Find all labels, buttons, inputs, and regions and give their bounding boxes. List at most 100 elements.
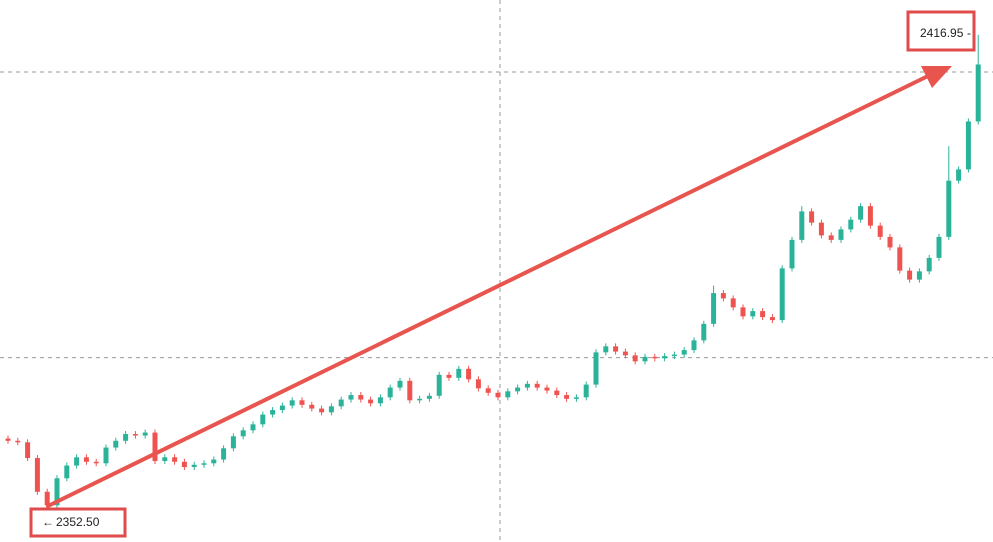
candle-body xyxy=(799,211,805,240)
candle-body xyxy=(838,229,844,240)
candle-body xyxy=(818,222,824,236)
candle-body xyxy=(328,406,334,413)
candle-body xyxy=(495,392,501,398)
candle-body xyxy=(260,414,266,425)
candle-body xyxy=(191,464,197,468)
candle-body xyxy=(250,424,256,431)
candle-body xyxy=(858,206,864,220)
candle-body xyxy=(387,387,393,398)
candle-body xyxy=(711,293,717,324)
candle-body xyxy=(407,380,413,401)
arrow-head xyxy=(921,66,952,88)
candle-body xyxy=(201,463,207,465)
candle-body xyxy=(789,239,795,269)
candle-body xyxy=(397,380,403,388)
candle-body xyxy=(622,351,628,356)
candle-body xyxy=(671,354,677,357)
candle-body xyxy=(975,64,981,122)
candle-body xyxy=(74,457,80,466)
candle-body xyxy=(309,404,315,409)
high-label: 2416.95 xyxy=(920,26,964,40)
candle-body xyxy=(701,323,707,341)
candle-body xyxy=(524,383,530,388)
candle-body xyxy=(162,457,168,462)
candle-body xyxy=(93,461,99,464)
candle-body xyxy=(877,225,883,237)
candle-body xyxy=(348,395,354,400)
candle-body xyxy=(181,461,187,468)
candle-body xyxy=(358,395,364,400)
high-label-box: 2416.95 - xyxy=(906,10,976,52)
candle-body xyxy=(965,121,971,170)
candle-body xyxy=(113,440,119,448)
candle-body xyxy=(534,383,540,388)
candle-body xyxy=(172,457,178,462)
candle-body xyxy=(583,384,589,398)
candle-body xyxy=(142,432,148,436)
candle-body xyxy=(544,387,550,391)
candles xyxy=(5,34,981,519)
candle-body xyxy=(417,398,423,401)
candle-body xyxy=(132,434,138,436)
candle-body xyxy=(221,448,227,460)
candle-body xyxy=(338,399,344,407)
label-arrow: ← xyxy=(42,515,54,529)
candle-body xyxy=(662,356,668,359)
candle-body xyxy=(5,438,11,441)
candle-body xyxy=(554,390,560,396)
candle-body xyxy=(740,307,746,317)
candle-body xyxy=(887,236,893,248)
candle-body xyxy=(848,219,854,230)
candle-body xyxy=(15,440,21,443)
candle-body xyxy=(152,432,158,462)
candle-body xyxy=(377,397,383,404)
candle-body xyxy=(946,180,952,237)
candle-body xyxy=(907,270,913,280)
candle-body xyxy=(760,311,766,318)
candle-body xyxy=(446,374,452,378)
candle-body xyxy=(593,352,599,385)
low-label: 2352.50 xyxy=(56,515,100,529)
candle-body xyxy=(867,206,873,226)
candle-body xyxy=(83,457,89,462)
candle-body xyxy=(730,298,736,308)
candle-body xyxy=(936,236,942,258)
candle-body xyxy=(652,356,658,359)
candle-body xyxy=(123,434,129,441)
candle-body xyxy=(691,340,697,351)
candle-body xyxy=(54,478,60,506)
candle-body xyxy=(515,387,521,392)
candle-body xyxy=(319,408,325,413)
candle-body xyxy=(456,368,462,378)
candle-body xyxy=(897,247,903,271)
candle-body xyxy=(289,400,295,406)
candle-body xyxy=(426,395,432,399)
candle-body xyxy=(270,410,276,415)
candle-body xyxy=(436,374,442,396)
candle-body xyxy=(466,368,472,380)
price-lines xyxy=(0,71,993,359)
candle-body xyxy=(573,397,579,399)
candle-body xyxy=(916,271,922,280)
candle-body xyxy=(926,257,932,272)
candle-body xyxy=(769,317,775,321)
candle-body xyxy=(779,268,785,321)
candle-body xyxy=(828,235,834,240)
candle-body xyxy=(279,405,285,411)
label-frame xyxy=(906,10,976,52)
candle-body xyxy=(750,311,756,317)
candle-body xyxy=(603,346,609,353)
candle-body xyxy=(230,436,236,449)
candle-body xyxy=(613,346,619,352)
candle-body xyxy=(25,442,31,459)
candle-body xyxy=(681,350,687,355)
low-label-box: ← 2352.50 xyxy=(29,507,127,538)
candle-body xyxy=(44,491,50,506)
candle-body xyxy=(34,458,40,492)
candle-body xyxy=(956,169,962,181)
candle-body xyxy=(632,355,638,362)
candle-body xyxy=(475,379,481,389)
candle-body xyxy=(809,211,815,223)
candle-body xyxy=(240,430,246,437)
